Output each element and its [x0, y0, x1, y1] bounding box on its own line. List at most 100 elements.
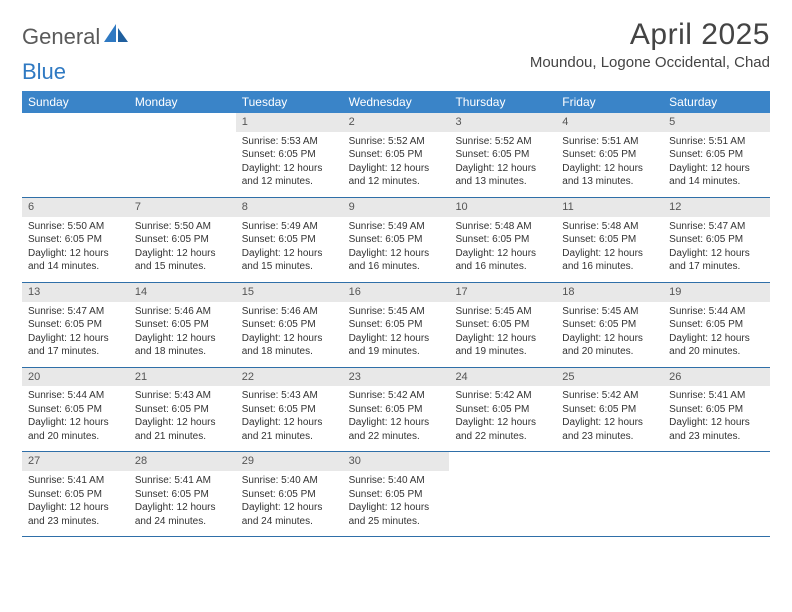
- day-number: 16: [343, 283, 450, 302]
- day1-text: Daylight: 12 hours: [669, 247, 764, 261]
- sunrise-text: Sunrise: 5:42 AM: [562, 389, 657, 403]
- sunset-text: Sunset: 6:05 PM: [562, 318, 657, 332]
- day1-text: Daylight: 12 hours: [349, 247, 444, 261]
- day-number: 10: [449, 198, 556, 217]
- week-row: 13Sunrise: 5:47 AMSunset: 6:05 PMDayligh…: [22, 283, 770, 368]
- sunset-text: Sunset: 6:05 PM: [242, 403, 337, 417]
- brand-word-2: Blue: [22, 59, 66, 85]
- day1-text: Daylight: 12 hours: [562, 162, 657, 176]
- day-number: 6: [22, 198, 129, 217]
- sunset-text: Sunset: 6:05 PM: [135, 488, 230, 502]
- day-cell: .: [449, 452, 556, 536]
- day1-text: Daylight: 12 hours: [562, 332, 657, 346]
- sunset-text: Sunset: 6:05 PM: [349, 488, 444, 502]
- sunrise-text: Sunrise: 5:42 AM: [349, 389, 444, 403]
- day-number: 9: [343, 198, 450, 217]
- location-subtitle: Moundou, Logone Occidental, Chad: [530, 54, 770, 71]
- day-number: 24: [449, 368, 556, 387]
- sunset-text: Sunset: 6:05 PM: [349, 318, 444, 332]
- day-cell: 8Sunrise: 5:49 AMSunset: 6:05 PMDaylight…: [236, 198, 343, 282]
- sunrise-text: Sunrise: 5:51 AM: [669, 135, 764, 149]
- sunrise-text: Sunrise: 5:51 AM: [562, 135, 657, 149]
- day-cell: 11Sunrise: 5:48 AMSunset: 6:05 PMDayligh…: [556, 198, 663, 282]
- day-cell: 15Sunrise: 5:46 AMSunset: 6:05 PMDayligh…: [236, 283, 343, 367]
- day2-text: and 18 minutes.: [135, 345, 230, 359]
- day2-text: and 22 minutes.: [455, 430, 550, 444]
- day-cell: 12Sunrise: 5:47 AMSunset: 6:05 PMDayligh…: [663, 198, 770, 282]
- sunrise-text: Sunrise: 5:41 AM: [135, 474, 230, 488]
- day-cell: 1Sunrise: 5:53 AMSunset: 6:05 PMDaylight…: [236, 113, 343, 197]
- day-number: 7: [129, 198, 236, 217]
- day-cell: 5Sunrise: 5:51 AMSunset: 6:05 PMDaylight…: [663, 113, 770, 197]
- sunrise-text: Sunrise: 5:45 AM: [349, 305, 444, 319]
- day2-text: and 17 minutes.: [28, 345, 123, 359]
- day-number: 2: [343, 113, 450, 132]
- day1-text: Daylight: 12 hours: [135, 247, 230, 261]
- day2-text: and 20 minutes.: [28, 430, 123, 444]
- dayname-header: Sunday: [22, 91, 129, 113]
- sunset-text: Sunset: 6:05 PM: [562, 403, 657, 417]
- day-cell: 4Sunrise: 5:51 AMSunset: 6:05 PMDaylight…: [556, 113, 663, 197]
- day-number: 8: [236, 198, 343, 217]
- day1-text: Daylight: 12 hours: [669, 416, 764, 430]
- sunrise-text: Sunrise: 5:46 AM: [242, 305, 337, 319]
- day-cell: 20Sunrise: 5:44 AMSunset: 6:05 PMDayligh…: [22, 368, 129, 452]
- day-cell: 16Sunrise: 5:45 AMSunset: 6:05 PMDayligh…: [343, 283, 450, 367]
- day-number: 23: [343, 368, 450, 387]
- sunrise-text: Sunrise: 5:45 AM: [455, 305, 550, 319]
- sunset-text: Sunset: 6:05 PM: [242, 233, 337, 247]
- calendar-page: General April 2025 Moundou, Logone Occid…: [0, 0, 792, 537]
- sail-icon: [104, 24, 130, 50]
- day-cell: .: [129, 113, 236, 197]
- day1-text: Daylight: 12 hours: [455, 162, 550, 176]
- sunrise-text: Sunrise: 5:43 AM: [135, 389, 230, 403]
- day2-text: and 19 minutes.: [349, 345, 444, 359]
- day-number: 15: [236, 283, 343, 302]
- day-number: 1: [236, 113, 343, 132]
- day2-text: and 12 minutes.: [349, 175, 444, 189]
- week-row: ..1Sunrise: 5:53 AMSunset: 6:05 PMDaylig…: [22, 113, 770, 198]
- day2-text: and 13 minutes.: [455, 175, 550, 189]
- sunset-text: Sunset: 6:05 PM: [28, 403, 123, 417]
- week-row: 6Sunrise: 5:50 AMSunset: 6:05 PMDaylight…: [22, 198, 770, 283]
- day-cell: .: [556, 452, 663, 536]
- dayname-header: Tuesday: [236, 91, 343, 113]
- day-cell: 30Sunrise: 5:40 AMSunset: 6:05 PMDayligh…: [343, 452, 450, 536]
- dayname-header: Friday: [556, 91, 663, 113]
- day1-text: Daylight: 12 hours: [455, 416, 550, 430]
- sunrise-text: Sunrise: 5:52 AM: [455, 135, 550, 149]
- day1-text: Daylight: 12 hours: [242, 247, 337, 261]
- sunrise-text: Sunrise: 5:50 AM: [28, 220, 123, 234]
- day2-text: and 15 minutes.: [135, 260, 230, 274]
- day-cell: 2Sunrise: 5:52 AMSunset: 6:05 PMDaylight…: [343, 113, 450, 197]
- sunrise-text: Sunrise: 5:41 AM: [28, 474, 123, 488]
- day2-text: and 14 minutes.: [28, 260, 123, 274]
- day2-text: and 16 minutes.: [455, 260, 550, 274]
- sunrise-text: Sunrise: 5:46 AM: [135, 305, 230, 319]
- day-cell: 7Sunrise: 5:50 AMSunset: 6:05 PMDaylight…: [129, 198, 236, 282]
- day2-text: and 16 minutes.: [562, 260, 657, 274]
- sunset-text: Sunset: 6:05 PM: [349, 403, 444, 417]
- month-title: April 2025: [530, 18, 770, 52]
- dayname-header: Monday: [129, 91, 236, 113]
- sunset-text: Sunset: 6:05 PM: [455, 233, 550, 247]
- day1-text: Daylight: 12 hours: [562, 247, 657, 261]
- day2-text: and 23 minutes.: [669, 430, 764, 444]
- sunrise-text: Sunrise: 5:53 AM: [242, 135, 337, 149]
- sunrise-text: Sunrise: 5:43 AM: [242, 389, 337, 403]
- day1-text: Daylight: 12 hours: [349, 501, 444, 515]
- day-number: 11: [556, 198, 663, 217]
- day-cell: 27Sunrise: 5:41 AMSunset: 6:05 PMDayligh…: [22, 452, 129, 536]
- day2-text: and 21 minutes.: [135, 430, 230, 444]
- day2-text: and 13 minutes.: [562, 175, 657, 189]
- title-block: April 2025 Moundou, Logone Occidental, C…: [530, 18, 770, 71]
- day1-text: Daylight: 12 hours: [562, 416, 657, 430]
- day2-text: and 25 minutes.: [349, 515, 444, 529]
- sunset-text: Sunset: 6:05 PM: [28, 488, 123, 502]
- day2-text: and 15 minutes.: [242, 260, 337, 274]
- sunset-text: Sunset: 6:05 PM: [669, 403, 764, 417]
- day1-text: Daylight: 12 hours: [242, 332, 337, 346]
- week-row: 27Sunrise: 5:41 AMSunset: 6:05 PMDayligh…: [22, 452, 770, 537]
- day-cell: 10Sunrise: 5:48 AMSunset: 6:05 PMDayligh…: [449, 198, 556, 282]
- sunrise-text: Sunrise: 5:40 AM: [349, 474, 444, 488]
